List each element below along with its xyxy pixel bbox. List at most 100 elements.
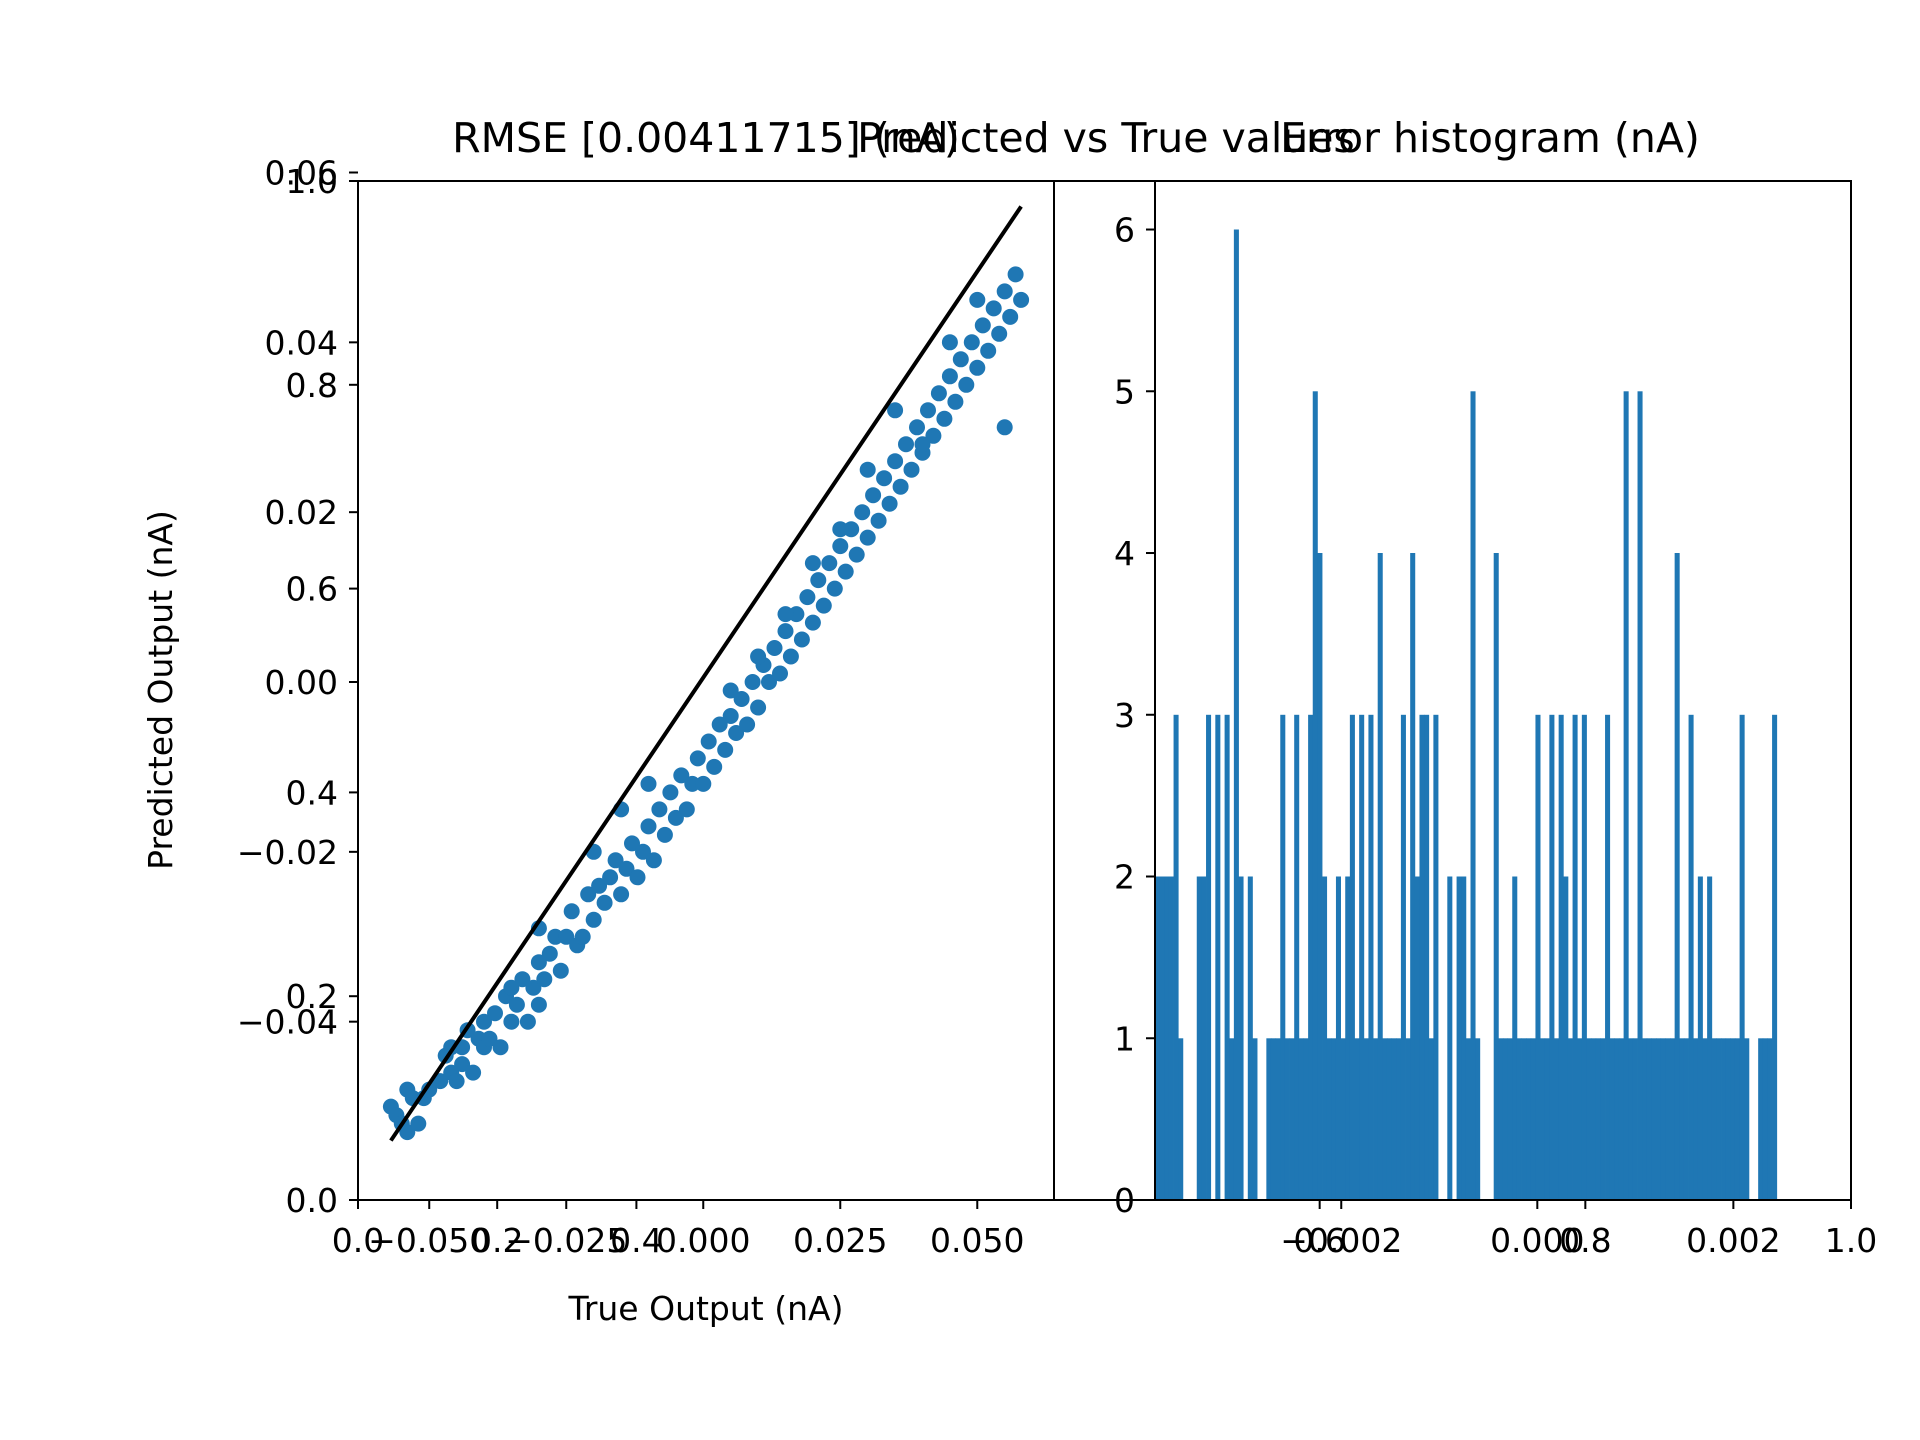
histogram-bar: [1168, 876, 1174, 1200]
scatter-point: [925, 427, 942, 444]
histogram-bar: [1554, 1038, 1560, 1200]
histogram-bar: [1721, 1038, 1727, 1200]
y-tick-label: 1.0: [286, 162, 338, 201]
histogram-bar: [1744, 1038, 1750, 1200]
scatter-point: [645, 852, 662, 869]
x-tick-label: 0.025: [793, 1221, 887, 1260]
scatter-point: [848, 546, 865, 563]
histogram-bar: [1335, 876, 1341, 1200]
y-tick-label: 1: [1114, 1019, 1135, 1058]
scatter-point: [969, 291, 986, 308]
histogram-bar: [1660, 1038, 1666, 1200]
histogram-bar: [1155, 876, 1161, 1200]
scatter-point: [689, 750, 706, 767]
histogram-bar: [1317, 553, 1323, 1200]
y-tick-label: −0.02: [237, 833, 338, 872]
scatter-point: [706, 758, 723, 775]
histogram-bar: [1345, 876, 1351, 1200]
scatter-point: [782, 648, 799, 665]
histogram-bar: [1359, 714, 1365, 1200]
scatter-point: [651, 801, 668, 818]
histogram-bar: [1373, 1038, 1379, 1200]
scatter-point: [881, 495, 898, 512]
histogram-bar: [1730, 1038, 1736, 1200]
scatter-point: [870, 512, 887, 529]
scatter-point: [876, 470, 893, 487]
scatter-point: [859, 529, 876, 546]
histogram-bar: [1159, 876, 1165, 1200]
histogram-bar: [1595, 1038, 1601, 1200]
histogram-bar: [1405, 1038, 1411, 1200]
scatter-point: [667, 809, 684, 826]
histogram-bar: [1391, 1038, 1397, 1200]
scatter-point: [591, 877, 608, 894]
histogram-bar: [1470, 391, 1476, 1200]
histogram-bar: [1312, 391, 1318, 1200]
scatter-point: [761, 674, 777, 690]
histogram-bar: [1516, 1038, 1522, 1200]
histogram-bar: [1651, 1038, 1657, 1200]
histogram-bar: [1386, 1038, 1393, 1200]
scatter-point: [887, 453, 904, 470]
y-tick-label: 5: [1114, 372, 1135, 411]
y-tick-label: 0.04: [265, 323, 338, 362]
scatter-point: [629, 869, 646, 886]
scatter-point: [887, 402, 904, 419]
histogram-bar: [1340, 1038, 1346, 1200]
histogram-bar: [1247, 876, 1253, 1200]
histogram-bar: [1465, 1038, 1471, 1200]
scatter-point: [991, 325, 1008, 342]
histogram-bar: [1614, 1038, 1620, 1200]
histogram-bar: [1716, 1038, 1722, 1200]
x-tick-label: −0.002: [1280, 1221, 1402, 1260]
left-axis-ticks: 0.0 0.2 0.4 0.6 0.8 1.0 −0.04 −0.02 0.00 0.02 0.04…: [237, 154, 1025, 1260]
x-tick-label: 0.8: [1559, 1221, 1611, 1260]
histogram-bar: [1275, 1038, 1281, 1200]
y-tick-label: 3: [1114, 696, 1135, 735]
histogram-bar: [1475, 1038, 1481, 1200]
scatter-point: [985, 300, 1002, 317]
scatter-point: [662, 784, 679, 801]
left-x-axis-label: True Output (nA): [568, 1289, 844, 1328]
histogram-bar: [1447, 876, 1453, 1200]
histogram-bar: [1201, 876, 1207, 1200]
histogram-bar: [1567, 1038, 1573, 1200]
scatter-point: [980, 342, 997, 359]
histogram-bar: [1178, 1038, 1184, 1200]
scatter-point: [508, 996, 525, 1013]
y-tick-label: −0.04: [237, 1003, 338, 1042]
scatter-point: [772, 665, 788, 682]
histogram-bar: [1284, 1038, 1290, 1200]
histogram-bar: [1693, 1038, 1699, 1200]
left-chart-panel: 0.00.20.40.60.81.0−0.04−0.020.000.020.04…: [141, 114, 1355, 1328]
scatter-point: [525, 979, 542, 996]
histogram-bar: [1377, 553, 1383, 1200]
scatter-point: [854, 504, 871, 521]
histogram-bar: [1600, 1038, 1606, 1200]
histogram-bar: [1331, 1038, 1337, 1200]
scatter-point: [804, 614, 821, 631]
scatter-point: [1002, 308, 1019, 325]
x-tick-label: 1.0: [1825, 1221, 1877, 1260]
scatter-point: [728, 725, 745, 741]
x-tick-label: −0.050: [368, 1221, 490, 1260]
left-scatter-marks: [382, 205, 1030, 1142]
x-tick-label: 0.000: [656, 1221, 750, 1260]
histogram-bar: [1382, 1038, 1388, 1200]
histogram-bar: [1400, 714, 1406, 1200]
histogram-bar: [1540, 1038, 1546, 1200]
histogram-bar: [1428, 1038, 1434, 1200]
right-axis-ticks: 0 1 2 3 4 5 6 0.6 0.8 1.0 −0.002 0.000 0.002: [1114, 181, 1877, 1260]
histogram-bar: [1461, 876, 1467, 1200]
scatter-point: [410, 1115, 427, 1132]
scatter-point: [859, 461, 876, 478]
scatter-point: [969, 359, 986, 376]
scatter-point: [503, 979, 520, 996]
histogram-bar: [1419, 714, 1425, 1200]
scatter-point: [996, 283, 1013, 300]
histogram-bar: [1266, 1038, 1272, 1200]
scatter-point: [750, 648, 767, 665]
scatter-point: [602, 869, 619, 886]
y-tick-label: 0.8: [286, 366, 338, 405]
